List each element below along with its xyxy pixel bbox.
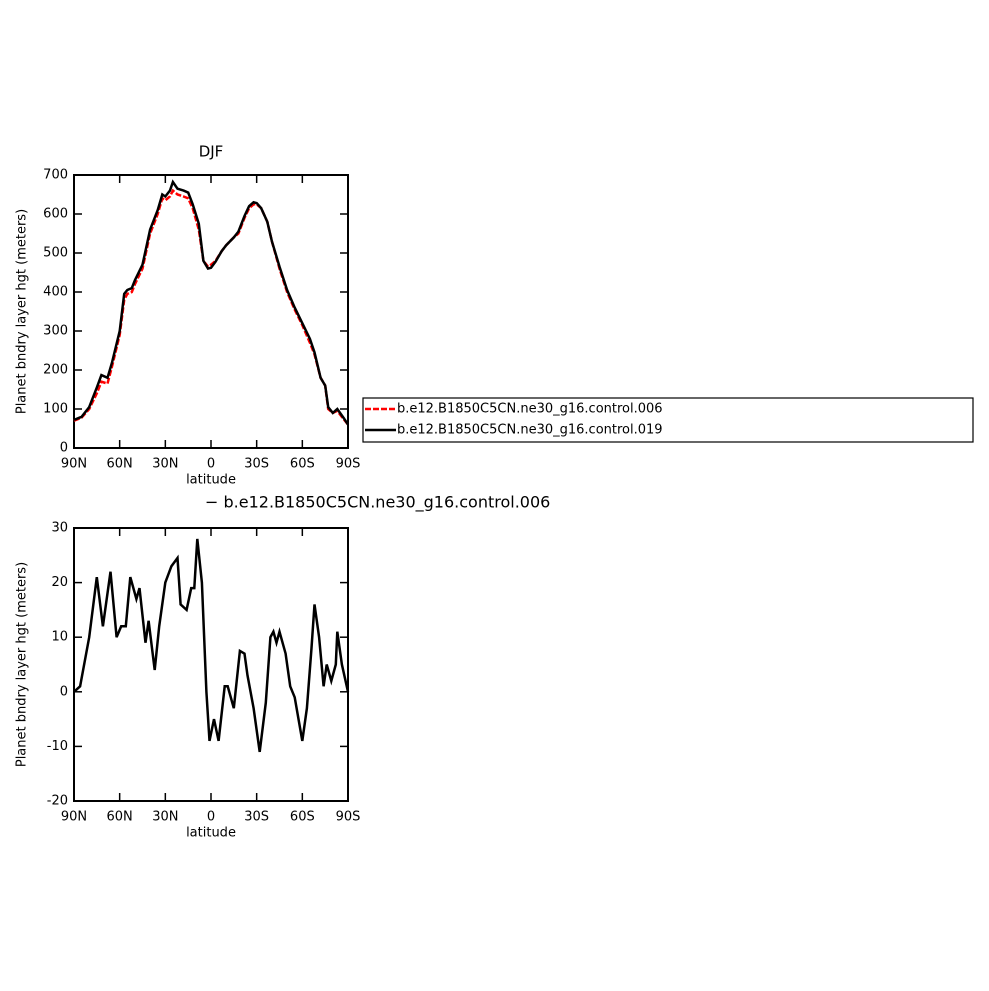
y-tick-label: 500 <box>43 246 68 261</box>
y-tick-label: -10 <box>47 739 68 754</box>
y-tick-label: 0 <box>60 441 68 456</box>
x-tick-label: 60N <box>107 457 133 472</box>
y-tick-label: 400 <box>43 285 68 300</box>
y-tick-label: 200 <box>43 363 68 378</box>
y-tick-label: 0 <box>60 684 68 699</box>
y-tick-label: 20 <box>51 575 68 590</box>
x-tick-label: 0 <box>207 457 215 472</box>
line-series <box>73 179 350 426</box>
legend-box <box>362 397 974 443</box>
y-axis-label: Planet bndry layer hgt (meters) <box>15 209 30 414</box>
x-axis-label: latitude <box>186 826 236 841</box>
x-tick-label: 30S <box>244 810 269 825</box>
y-axis-label: Planet bndry layer hgt (meters) <box>15 562 30 767</box>
x-axis-label: latitude <box>186 473 236 488</box>
x-tick-label: 90N <box>61 810 87 825</box>
x-tick-label: 60S <box>290 810 315 825</box>
legend-label: b.e12.B1850C5CN.ne30_g16.control.006 <box>397 402 663 417</box>
line-series <box>73 538 350 753</box>
legend-label: b.e12.B1850C5CN.ne30_g16.control.019 <box>397 423 663 438</box>
line-series <box>73 188 349 426</box>
plot-frame <box>73 527 349 802</box>
x-tick-label: 90S <box>336 810 361 825</box>
chart-title: − b.e12.B1850C5CN.ne30_g16.control.006 <box>205 493 550 513</box>
x-tick-label: 30S <box>244 457 269 472</box>
x-tick-label: 0 <box>207 810 215 825</box>
chart-title: DJF <box>199 143 224 161</box>
y-tick-label: 300 <box>43 324 68 339</box>
x-tick-label: 30N <box>152 457 178 472</box>
y-tick-label: 700 <box>43 168 68 183</box>
x-tick-label: 60S <box>290 457 315 472</box>
y-tick-label: 100 <box>43 402 68 417</box>
plot-frame <box>73 174 349 449</box>
y-tick-label: -20 <box>47 794 68 809</box>
y-tick-label: 10 <box>51 630 68 645</box>
x-tick-label: 30N <box>152 810 178 825</box>
y-tick-label: 30 <box>51 521 68 536</box>
x-tick-label: 90S <box>336 457 361 472</box>
x-tick-label: 90N <box>61 457 87 472</box>
y-tick-label: 600 <box>43 207 68 222</box>
x-tick-label: 60N <box>107 810 133 825</box>
